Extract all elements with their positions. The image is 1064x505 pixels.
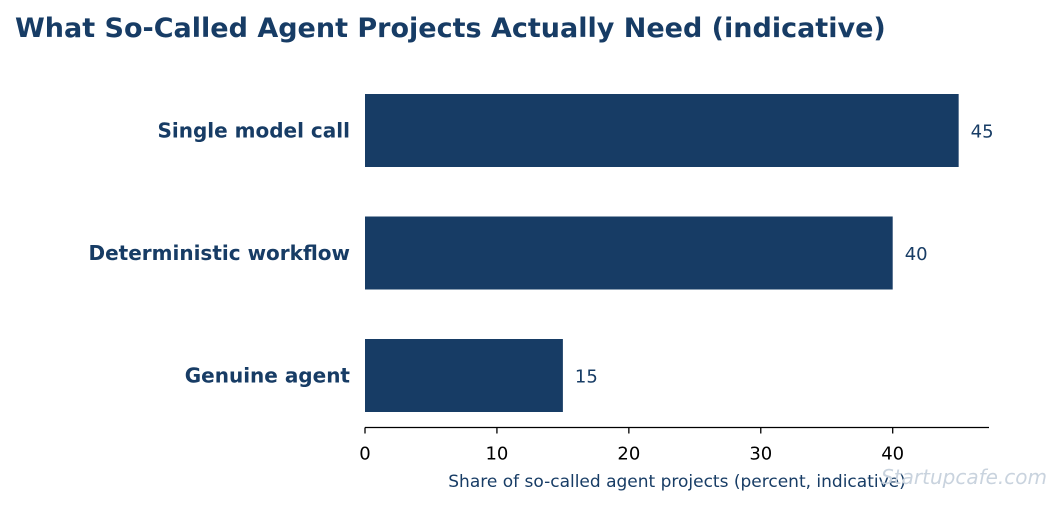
x-tick-label-1: 10 <box>485 444 508 465</box>
bar-0 <box>365 94 959 167</box>
x-tick-label-4: 40 <box>881 444 904 465</box>
value-label-1: 40 <box>905 244 928 265</box>
value-label-2: 15 <box>575 367 598 388</box>
category-label-0: Single model call <box>157 119 350 143</box>
x-tick-label-3: 30 <box>749 444 772 465</box>
bar-2 <box>365 339 563 412</box>
value-label-0: 45 <box>971 122 994 143</box>
x-tick-label-0: 0 <box>359 444 370 465</box>
chart-title: What So-Called Agent Projects Actually N… <box>15 13 886 44</box>
category-label-1: Deterministic workflow <box>88 241 350 265</box>
bar-1 <box>365 216 893 290</box>
x-axis-label: Share of so-called agent projects (perce… <box>448 472 905 492</box>
value-labels: 45 40 15 <box>575 122 994 388</box>
category-label-2: Genuine agent <box>185 364 351 388</box>
x-tick-label-2: 20 <box>617 444 640 465</box>
category-labels: Single model call Deterministic workflow G… <box>88 119 350 388</box>
bars-group <box>365 94 959 412</box>
watermark: Startupcafe.com <box>881 465 1047 489</box>
x-axis-ticks: 0 10 20 30 40 <box>359 427 904 465</box>
